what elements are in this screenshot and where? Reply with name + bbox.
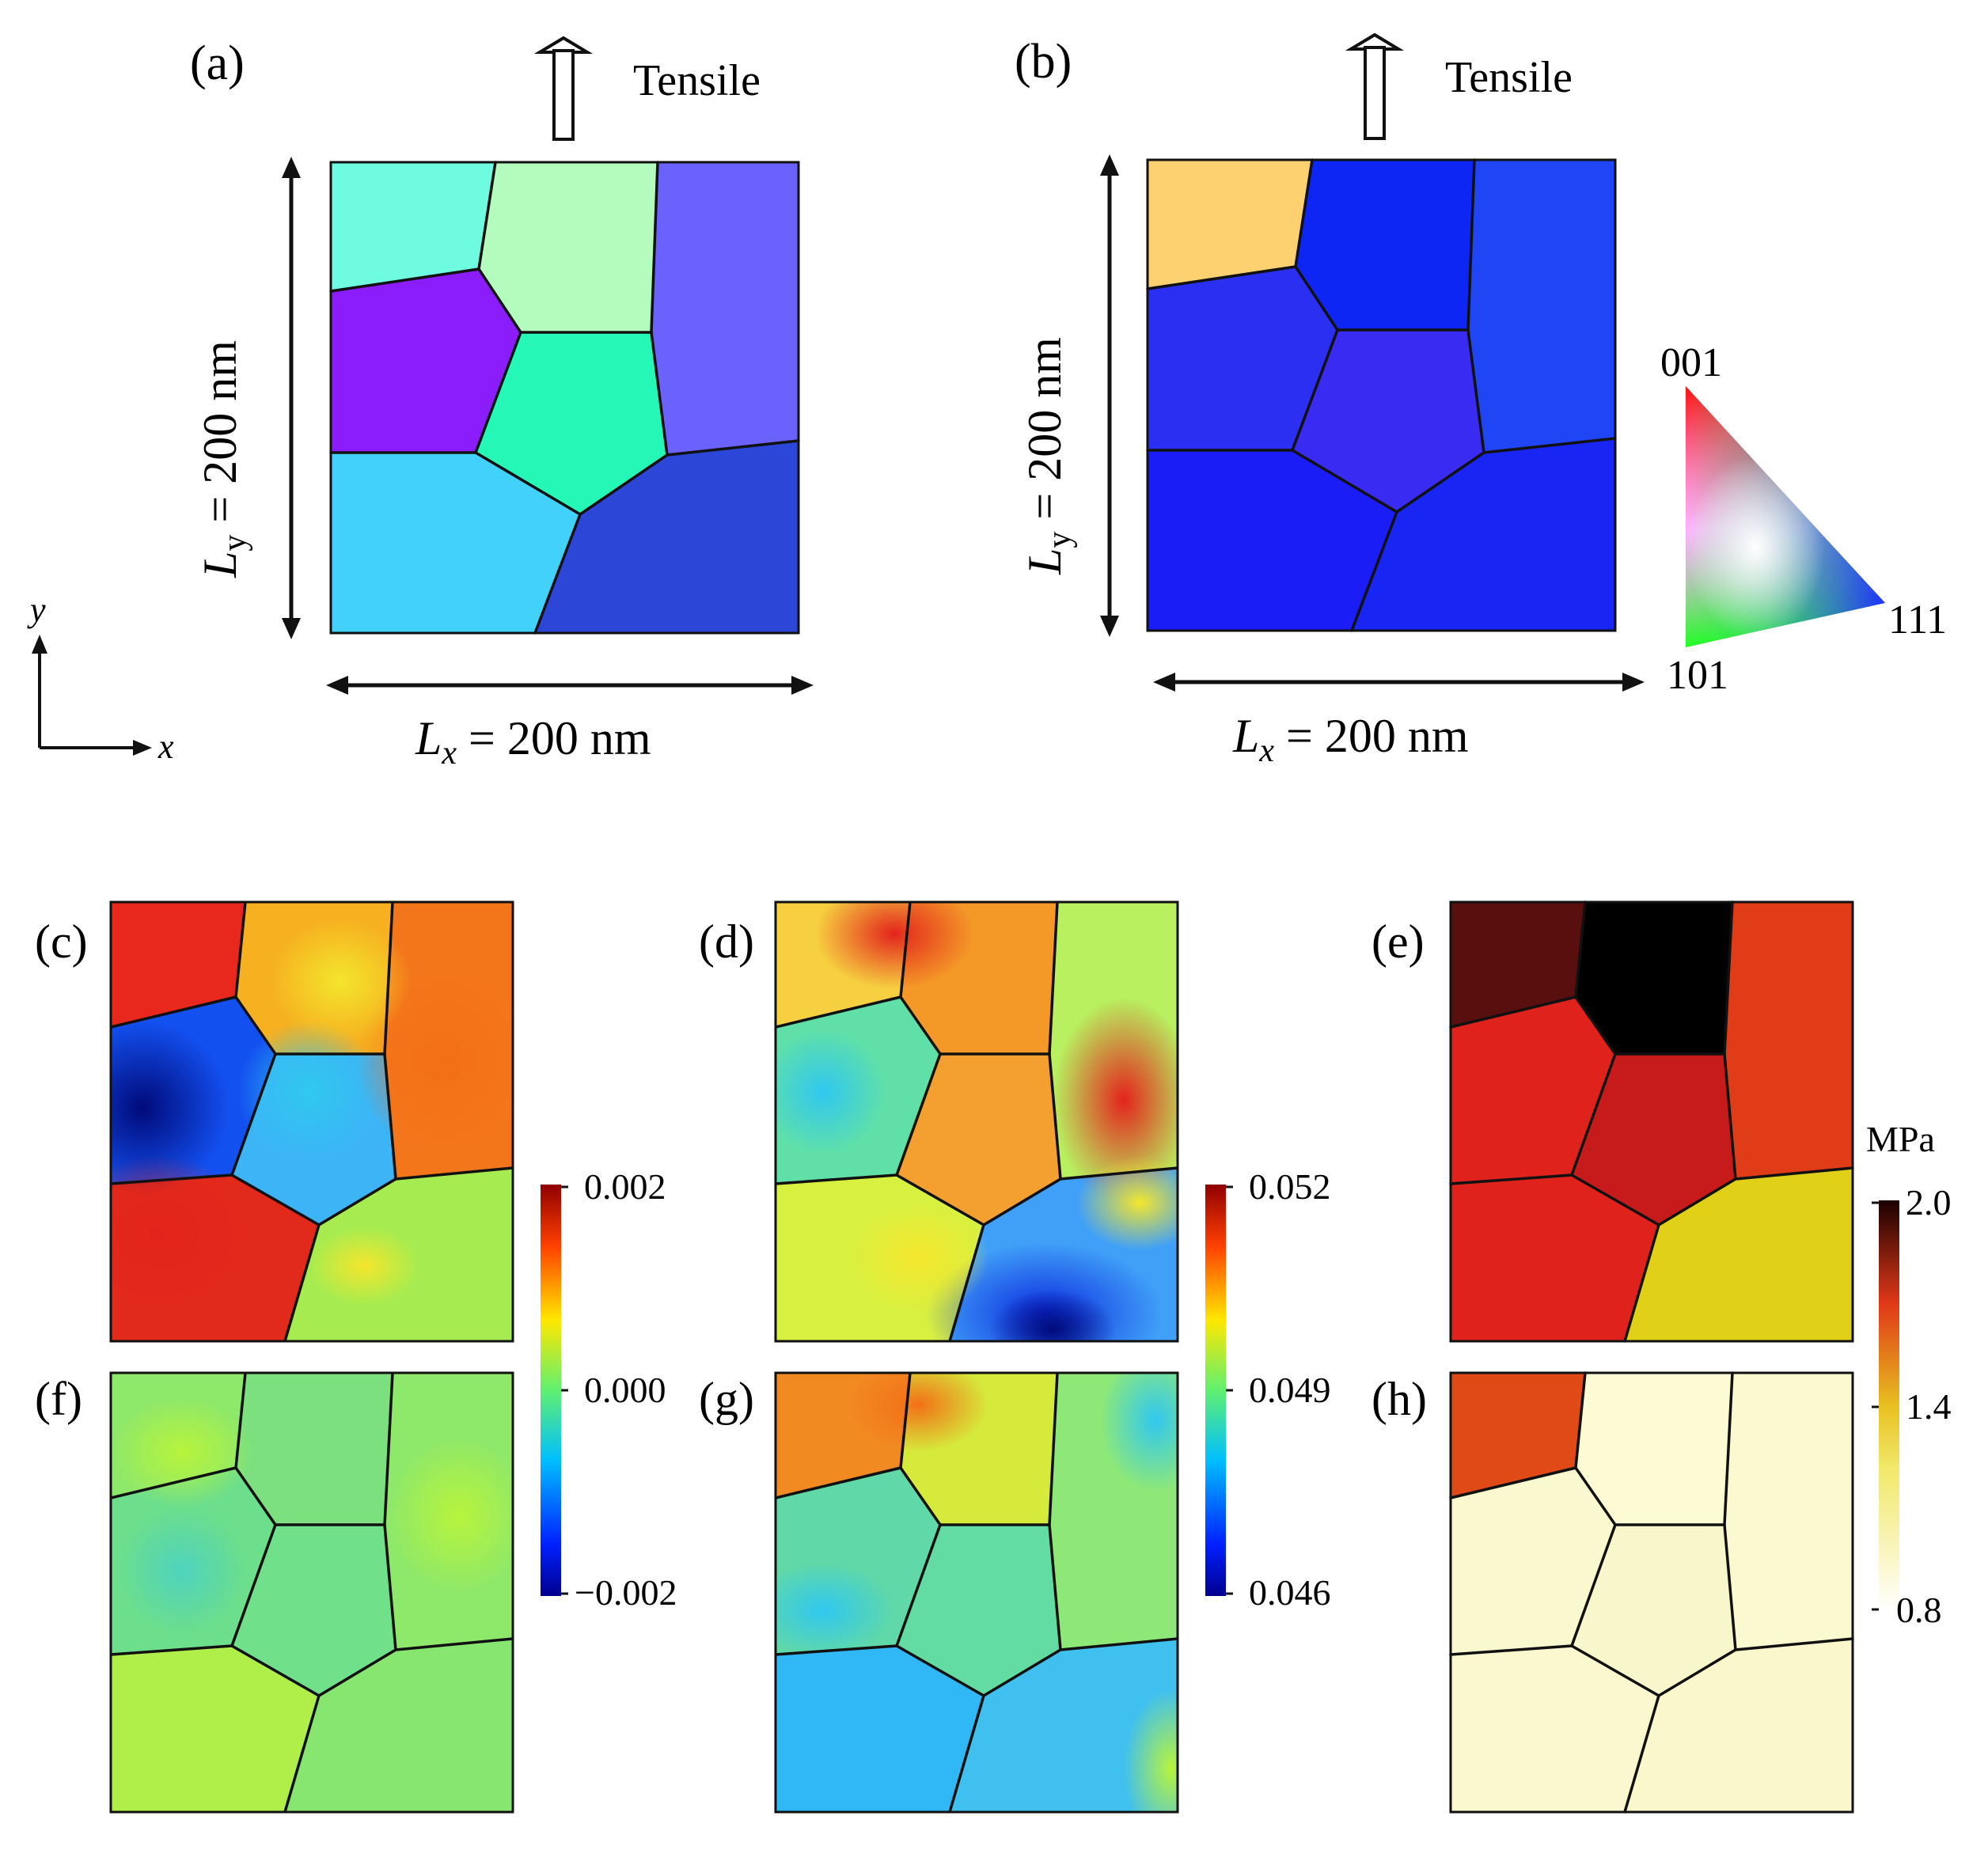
colorbar-strain-gradient bbox=[541, 1185, 561, 1596]
panel-h: (h) bbox=[1371, 1371, 1854, 1814]
tensile-arrow-a-icon bbox=[533, 36, 594, 141]
ipf-101-label: 101 bbox=[1667, 653, 1728, 698]
panel-b: (b) Tensile Ly = 200 nm bbox=[1015, 32, 1947, 769]
grain-b-1 bbox=[1148, 160, 1312, 289]
grain-b-2 bbox=[1296, 160, 1474, 330]
field-map-d bbox=[774, 900, 1179, 1343]
grain-a-1 bbox=[331, 162, 495, 291]
panel-label-c: (c) bbox=[35, 916, 88, 968]
ly-label-b: Ly = 200 nm bbox=[1019, 337, 1078, 575]
tensile-label-b: Tensile bbox=[1445, 53, 1573, 102]
grain-b-7 bbox=[1352, 438, 1615, 631]
grain-a-4 bbox=[331, 269, 521, 453]
grain-e-4 bbox=[1451, 997, 1615, 1184]
lx-arrow-a bbox=[326, 676, 814, 695]
panel-g: (g) bbox=[699, 1371, 1179, 1814]
grain-e-6 bbox=[1451, 1175, 1659, 1341]
x-axis-label: x bbox=[157, 727, 174, 766]
field-map-f bbox=[109, 1371, 514, 1814]
grain-a-7 bbox=[535, 441, 799, 633]
grain-b-4 bbox=[1148, 267, 1337, 450]
lx-label-b: Lx = 200 nm bbox=[1232, 710, 1469, 769]
grain-b-3 bbox=[1468, 160, 1615, 453]
grain-b-6 bbox=[1148, 450, 1397, 631]
colorbar-strain: 0.002 0.000 −0.002 bbox=[541, 1166, 677, 1613]
grain-h-1 bbox=[1451, 1373, 1585, 1498]
panel-label-f: (f) bbox=[35, 1373, 82, 1425]
ly-label-a: Ly = 200 nm bbox=[194, 340, 253, 578]
grain-h-5 bbox=[1572, 1525, 1736, 1696]
panel-a: (a) Tensile Ly = 200 nm bbox=[27, 36, 814, 771]
panel-label-d: (d) bbox=[699, 916, 754, 968]
grain-a-6 bbox=[331, 453, 580, 633]
colorbar-stress-mid: 1.4 bbox=[1906, 1386, 1952, 1427]
colorbar-stress-min: 0.8 bbox=[1896, 1590, 1942, 1630]
grain-e-1 bbox=[1451, 902, 1585, 1027]
colorbar-stress-max: 2.0 bbox=[1906, 1182, 1952, 1223]
grain-h-6 bbox=[1451, 1646, 1659, 1812]
ly-arrow-b bbox=[1100, 154, 1119, 637]
colorbar-strain-min: −0.002 bbox=[575, 1572, 677, 1613]
panel-label-b: (b) bbox=[1015, 35, 1072, 89]
panel-d: (d) bbox=[699, 900, 1179, 1343]
panel-c: (c) bbox=[35, 900, 514, 1343]
grain-a-3 bbox=[651, 162, 799, 455]
ipf-legend: 001 101 111 bbox=[1660, 340, 1947, 698]
grain-a-5 bbox=[476, 332, 667, 514]
colorbar-stress-unit: MPa bbox=[1866, 1119, 1935, 1159]
panel-f: (f) bbox=[35, 1371, 514, 1814]
colorbar-strain-yy-gradient bbox=[1205, 1185, 1226, 1596]
y-axis-label: y bbox=[27, 590, 46, 629]
colorbar-stress: MPa 2.0 1.4 0.8 bbox=[1866, 1119, 1952, 1630]
colorbar-strain-yy: 0.052 0.049 0.046 bbox=[1205, 1166, 1331, 1613]
colorbar-strain-yy-max: 0.052 bbox=[1249, 1166, 1331, 1207]
grain-e-5 bbox=[1572, 1054, 1736, 1225]
field-map-c bbox=[109, 900, 514, 1343]
grain-h-4 bbox=[1451, 1468, 1615, 1655]
panel-label-a: (a) bbox=[190, 36, 245, 90]
panel-e: (e) bbox=[1371, 900, 1854, 1343]
panel-label-h: (h) bbox=[1371, 1373, 1427, 1425]
axes-indicator: y x bbox=[27, 590, 174, 766]
grain-map-a bbox=[329, 161, 800, 635]
grain-b-5 bbox=[1292, 330, 1484, 512]
grain-h-3 bbox=[1724, 1373, 1853, 1650]
colorbar-stress-gradient bbox=[1879, 1200, 1899, 1612]
grain-map-b bbox=[1146, 158, 1617, 632]
field-map-e bbox=[1449, 900, 1854, 1343]
colorbar-strain-max: 0.002 bbox=[584, 1166, 666, 1207]
tensile-label-a: Tensile bbox=[633, 56, 761, 105]
field-map-h bbox=[1449, 1371, 1854, 1814]
lx-arrow-b bbox=[1153, 673, 1645, 692]
grain-h-2 bbox=[1576, 1373, 1732, 1525]
ipf-111-label: 111 bbox=[1888, 597, 1947, 643]
grain-e-2 bbox=[1576, 902, 1732, 1054]
tensile-arrow-b-icon bbox=[1345, 32, 1405, 140]
lx-label-a: Lx = 200 nm bbox=[415, 712, 651, 771]
ipf-001-label: 001 bbox=[1660, 340, 1722, 385]
colorbar-strain-yy-min: 0.046 bbox=[1249, 1572, 1331, 1613]
ly-arrow-a bbox=[282, 157, 301, 639]
grain-a-2 bbox=[479, 162, 658, 332]
panel-label-e: (e) bbox=[1371, 916, 1425, 968]
field-map-g bbox=[774, 1371, 1179, 1814]
panel-label-g: (g) bbox=[699, 1373, 754, 1425]
grain-e-3 bbox=[1724, 902, 1853, 1179]
colorbar-strain-mid: 0.000 bbox=[584, 1370, 666, 1410]
colorbar-strain-yy-mid: 0.049 bbox=[1249, 1370, 1331, 1410]
